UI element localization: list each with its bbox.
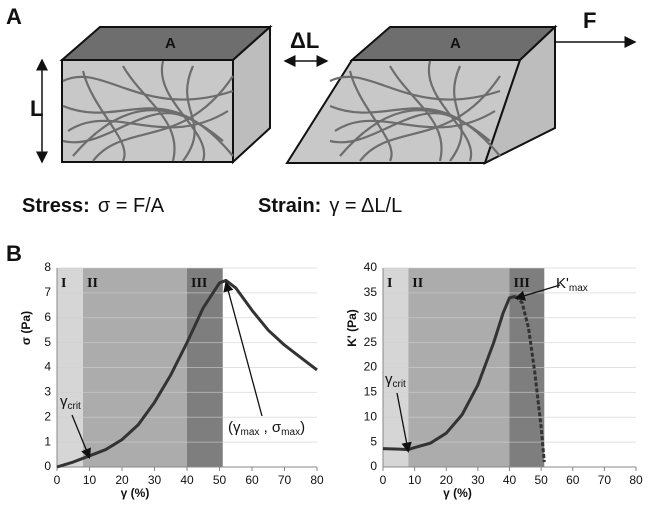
y-tick-label: 10 [364,409,378,423]
x-axis-label: γ (%) [443,486,472,500]
face-label: A [450,35,461,52]
annotation-part: , σ [259,419,282,436]
y-axis-label: K' (Pa) [345,309,359,347]
panel-label: A [6,4,22,29]
annotation-part: γ [60,393,68,410]
stress-formula: σ = F/A [98,195,165,217]
annotation: γcrit [60,393,81,412]
y-axis-label: σ (Pa) [19,311,33,345]
annotation-part: (γ [228,419,241,436]
annotation-arrow [514,284,561,301]
annotation: γcrit [385,371,406,390]
y-tick-label: 25 [364,335,378,349]
x-tick-label: 30 [471,473,485,487]
x-tick-label: 20 [115,473,129,487]
x-tick-label: 50 [213,473,227,487]
y-tick-label: 35 [364,285,378,299]
x-tick-label: 40 [503,473,517,487]
annotation-arrow [396,392,412,453]
region-label: II [412,276,423,291]
delta-label: ΔL [290,28,319,53]
side-face [232,24,271,165]
length-label: L [30,96,43,121]
annotation-part: crit [68,401,82,412]
annotation-part: crit [393,379,407,390]
x-tick-label: 10 [408,473,422,487]
x-tick-label: 80 [629,473,643,487]
annotation-arrow [223,281,263,417]
y-tick-label: 0 [44,459,51,473]
annotation-part: max [241,427,260,438]
x-tick-label: 0 [54,473,61,487]
annotation-arrow [71,414,91,460]
y-tick-label: 1 [44,434,51,448]
x-tick-label: 70 [278,473,292,487]
y-tick-label: 0 [370,459,377,473]
x-tick-label: 20 [440,473,454,487]
x-tick-label: 10 [83,473,97,487]
y-tick-label: 40 [364,260,378,274]
y-tick-label: 20 [364,360,378,374]
annotation-part: max [281,427,300,438]
y-tick-label: 3 [44,385,51,399]
panel-label: B [6,241,22,266]
y-tick-label: 2 [44,409,51,423]
x-tick-label: 80 [310,473,324,487]
region-label: III [514,276,530,291]
x-tick-label: 0 [380,473,387,487]
y-tick-label: 7 [44,285,51,299]
force-label: F [583,8,596,33]
y-tick-label: 8 [44,260,51,274]
y-tick-label: 6 [44,310,51,324]
x-tick-label: 70 [598,473,612,487]
annotation: (γmax , σmax) [228,419,305,438]
strain-formula: γ = ΔL/L [329,195,402,217]
region-label: II [87,276,98,291]
y-tick-label: 15 [364,385,378,399]
x-tick-label: 30 [148,473,162,487]
x-tick-label: 60 [566,473,580,487]
y-tick-label: 4 [44,360,51,374]
x-tick-label: 60 [245,473,259,487]
face-label: A [165,35,176,52]
x-tick-label: 40 [180,473,194,487]
y-tick-label: 5 [44,335,51,349]
region-label: I [387,276,392,291]
y-tick-label: 30 [364,310,378,324]
annotation-part: ) [300,419,305,436]
annotation-part: K' [556,275,569,292]
region-label: I [61,276,66,291]
x-tick-label: 50 [534,473,548,487]
strain-label: Strain: [258,195,321,217]
strain-text: Strain: γ = ΔL/L [258,195,402,217]
side-face [483,24,556,165]
data-line [514,295,546,463]
stress-label: Stress: [22,195,90,217]
x-axis-label: γ (%) [121,486,150,500]
region-label: III [191,276,207,291]
annotation-part: max [569,283,588,294]
annotation-part: γ [385,371,393,388]
annotation: K'max [556,275,588,294]
stress-text: Stress: σ = F/A [22,195,165,217]
y-tick-label: 5 [370,434,377,448]
